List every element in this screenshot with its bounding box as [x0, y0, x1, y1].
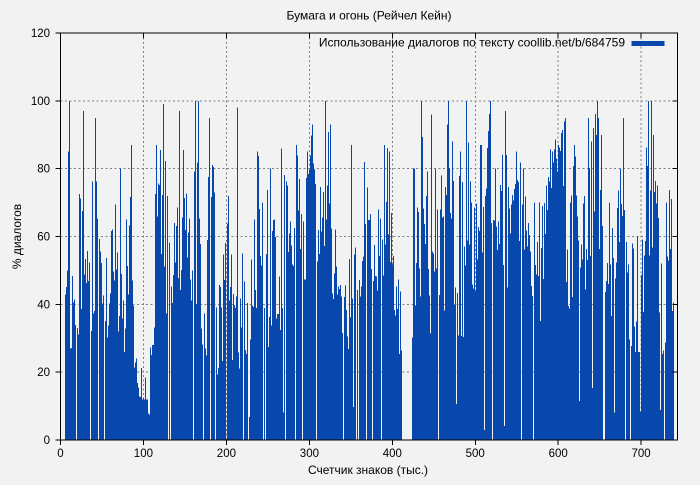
- svg-text:40: 40: [37, 299, 50, 311]
- svg-text:400: 400: [383, 448, 402, 460]
- svg-text:100: 100: [31, 96, 50, 108]
- svg-text:0: 0: [57, 448, 63, 460]
- svg-text:Счетчик знаков (тыс.): Счетчик знаков (тыс.): [308, 463, 428, 477]
- svg-text:600: 600: [549, 448, 568, 460]
- svg-text:120: 120: [31, 28, 50, 40]
- svg-text:100: 100: [134, 448, 153, 460]
- svg-text:700: 700: [632, 448, 651, 460]
- svg-text:Использование диалогов по текс: Использование диалогов по тексту coollib…: [319, 35, 625, 49]
- svg-text:0: 0: [44, 435, 50, 447]
- svg-text:% диалогов: % диалогов: [10, 204, 24, 269]
- svg-text:500: 500: [466, 448, 485, 460]
- svg-text:60: 60: [37, 232, 50, 244]
- svg-text:300: 300: [300, 448, 319, 460]
- svg-text:20: 20: [37, 367, 50, 379]
- svg-text:Бумага и огонь (Рейчел Кейн): Бумага и огонь (Рейчел Кейн): [287, 9, 452, 23]
- svg-text:200: 200: [217, 448, 236, 460]
- svg-text:80: 80: [37, 164, 50, 176]
